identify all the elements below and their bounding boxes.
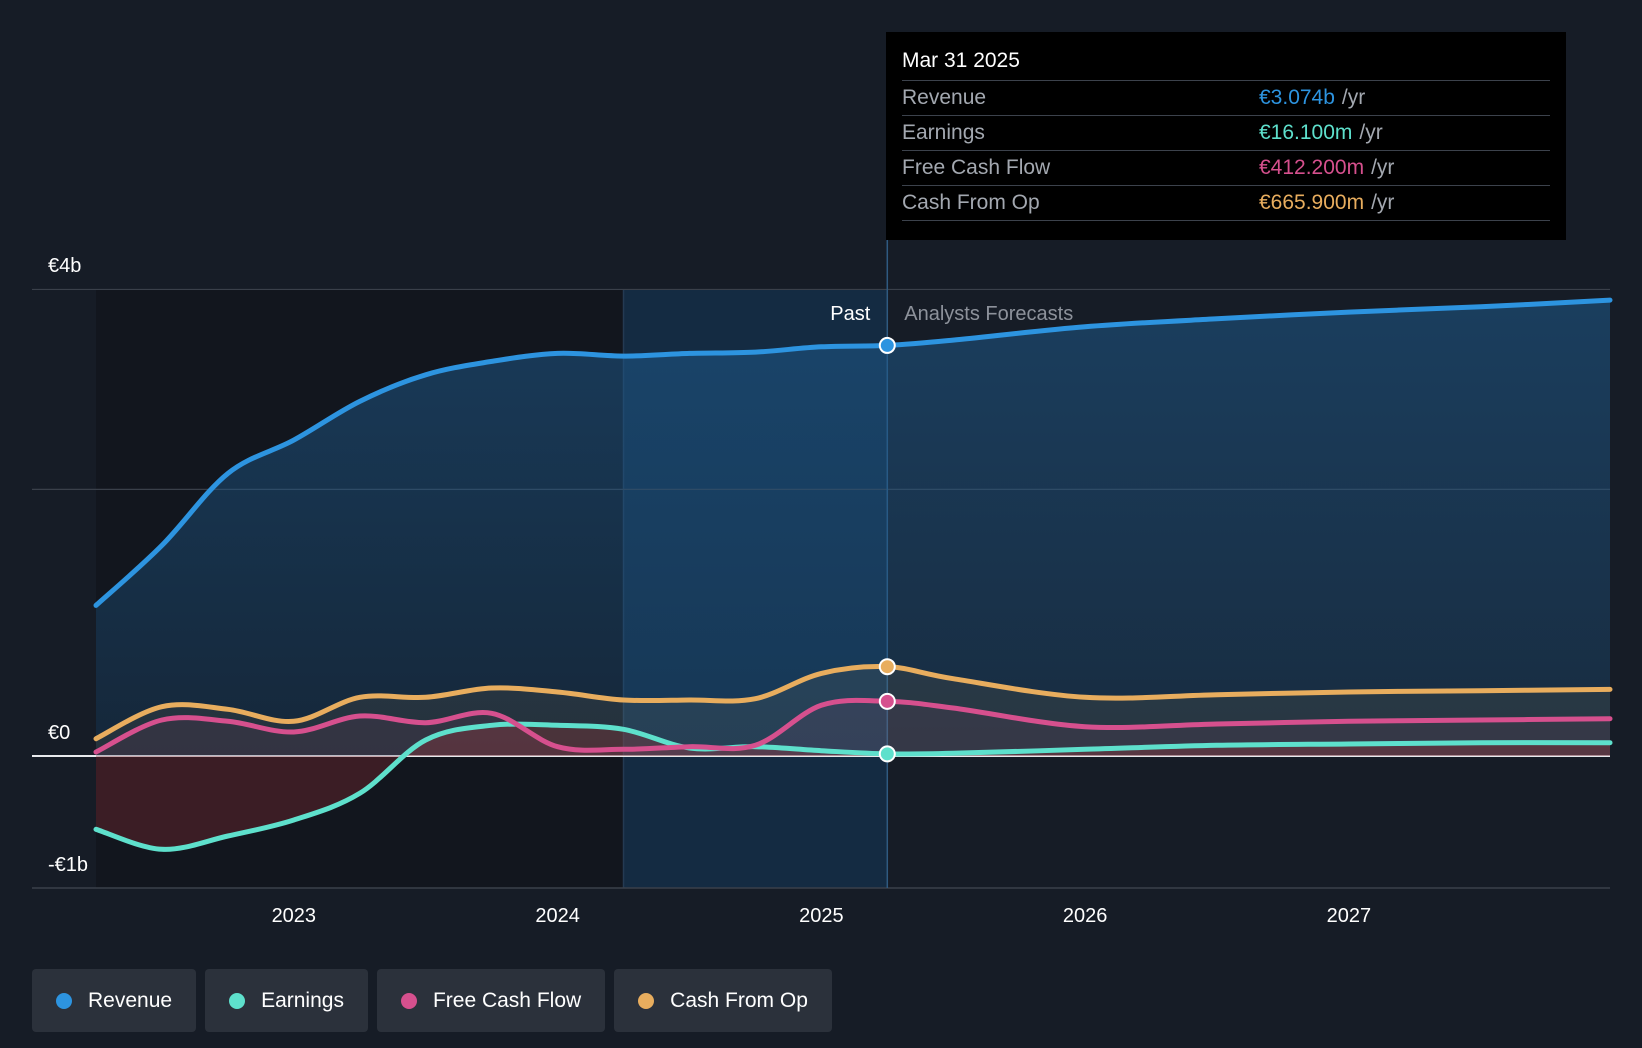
tooltip-row-unit: /yr [1371,156,1395,179]
tooltip-row-name: Cash From Op [902,191,1040,214]
cursor-point-earnings [878,745,896,763]
series-line-free-cash-flow [93,697,1613,755]
legend-item-revenue[interactable]: Revenue [32,969,197,1032]
tooltip-row-unit: /yr [1359,121,1383,144]
tooltip-row-name: Earnings [902,121,985,144]
x-tick-label: 2026 [1063,905,1108,927]
cursor-point-free-cash-flow [878,692,896,710]
past-label: Past [830,303,870,325]
x-tick-label: 2025 [799,905,844,927]
cursor-point-cash-from-op [878,658,896,676]
tooltip-row-free-cash-flow: Free Cash Flow €412.200m /yr [902,150,1550,185]
series-line-cash-from-op [93,664,1613,742]
forecast-label: Analysts Forecasts [904,303,1073,325]
tooltip-row-value: €16.100m [1259,121,1353,144]
tooltip-row-revenue: Revenue €3.074b /yr [902,80,1550,115]
chart-legend: Revenue Earnings Free Cash Flow Cash Fro… [32,969,832,1032]
legend-item-free-cash-flow[interactable]: Free Cash Flow [376,969,606,1032]
tooltip-date: Mar 31 2025 [902,49,1020,72]
tooltip-row-name: Free Cash Flow [902,156,1051,179]
tooltip-panel: Mar 31 2025 Revenue €3.074b /yr Earnings… [886,32,1566,240]
tooltip-row-value: €412.200m [1259,156,1365,179]
tooltip-row-value: €3.074b [1259,86,1335,109]
x-tick-label: 2024 [535,905,580,927]
legend-label: Free Cash Flow [432,988,582,1012]
tooltip-row-earnings: Earnings €16.100m /yr [902,115,1550,150]
x-tick-label: 2023 [272,905,317,927]
legend-label: Earnings [261,988,344,1012]
y-tick-label: €0 [48,722,70,744]
cash-from-op-dot-icon [638,992,655,1009]
tooltip-row-unit: /yr [1341,86,1366,109]
legend-label: Revenue [88,988,173,1012]
tooltip-row-value: €665.900m [1259,191,1365,214]
series-area-earnings [96,724,1610,850]
earnings-dot-icon [229,992,246,1009]
tooltip-row-name: Revenue [902,86,987,109]
x-tick-label: 2027 [1327,905,1372,927]
series-area-revenue [96,300,1610,756]
tooltip-row-unit: /yr [1371,191,1395,214]
legend-item-earnings[interactable]: Earnings [205,969,368,1032]
series-area-cash-from-op [96,666,1610,756]
y-tick-label: €4b [48,255,81,277]
cursor-point-revenue [878,336,896,354]
y-tick-label: -€1b [48,854,88,876]
tooltip-row-cash-from-op: Cash From Op €665.900m /yr [902,185,1550,221]
legend-item-cash-from-op[interactable]: Cash From Op [614,969,832,1032]
series-line-revenue [93,297,1613,608]
legend-label: Cash From Op [670,988,808,1012]
free-cash-flow-dot-icon [400,992,417,1009]
revenue-dot-icon [56,992,72,1009]
